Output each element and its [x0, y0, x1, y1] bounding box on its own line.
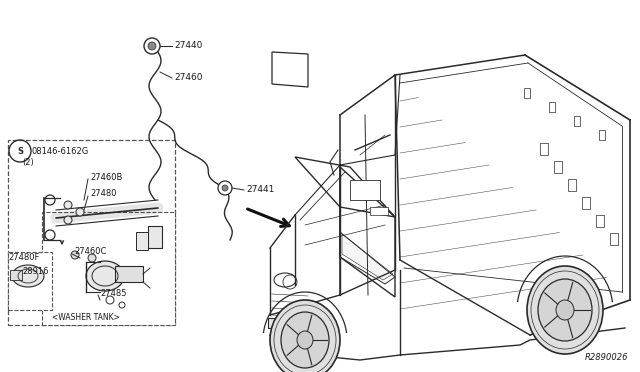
- Text: 27441: 27441: [246, 186, 275, 195]
- Text: 27440: 27440: [174, 42, 202, 51]
- Bar: [596, 215, 604, 227]
- Circle shape: [88, 254, 96, 262]
- Bar: [8, 252, 52, 310]
- Polygon shape: [342, 234, 393, 280]
- Bar: [115, 266, 143, 282]
- Text: (2): (2): [22, 158, 34, 167]
- Circle shape: [71, 251, 79, 259]
- Bar: [554, 161, 562, 173]
- Text: 27460B: 27460B: [90, 173, 122, 182]
- Circle shape: [148, 42, 156, 50]
- Bar: [549, 102, 555, 112]
- Circle shape: [64, 216, 72, 224]
- Circle shape: [76, 208, 84, 216]
- Bar: [370, 207, 388, 215]
- Bar: [574, 116, 580, 126]
- Text: 27480F: 27480F: [8, 253, 40, 263]
- Bar: [540, 143, 548, 155]
- Bar: [42, 212, 175, 325]
- Circle shape: [64, 201, 72, 209]
- Bar: [524, 88, 530, 98]
- Bar: [599, 130, 605, 140]
- Text: 27480: 27480: [90, 189, 116, 199]
- Bar: [136, 232, 148, 250]
- Circle shape: [144, 38, 160, 54]
- Text: <WASHER TANK>: <WASHER TANK>: [52, 314, 120, 323]
- Circle shape: [218, 181, 232, 195]
- Bar: [268, 318, 312, 328]
- Ellipse shape: [556, 300, 574, 320]
- Bar: [568, 179, 576, 191]
- Text: 28916: 28916: [22, 267, 49, 276]
- Ellipse shape: [297, 331, 313, 349]
- Bar: [148, 226, 162, 248]
- Text: R2890026: R2890026: [584, 353, 628, 362]
- Ellipse shape: [281, 312, 329, 368]
- Text: 27460C: 27460C: [74, 247, 106, 257]
- Bar: [10, 270, 22, 280]
- Ellipse shape: [270, 300, 340, 372]
- Bar: [610, 233, 618, 245]
- Bar: [582, 197, 590, 209]
- Ellipse shape: [527, 266, 603, 354]
- Text: 08146-6162G: 08146-6162G: [32, 147, 89, 155]
- Ellipse shape: [538, 279, 592, 341]
- Text: 27485: 27485: [100, 289, 127, 298]
- Circle shape: [222, 185, 228, 191]
- Text: S: S: [17, 147, 23, 155]
- Ellipse shape: [12, 265, 44, 287]
- Text: 27460: 27460: [174, 74, 202, 83]
- Bar: [8, 140, 175, 325]
- Bar: [350, 180, 380, 200]
- Ellipse shape: [86, 261, 124, 291]
